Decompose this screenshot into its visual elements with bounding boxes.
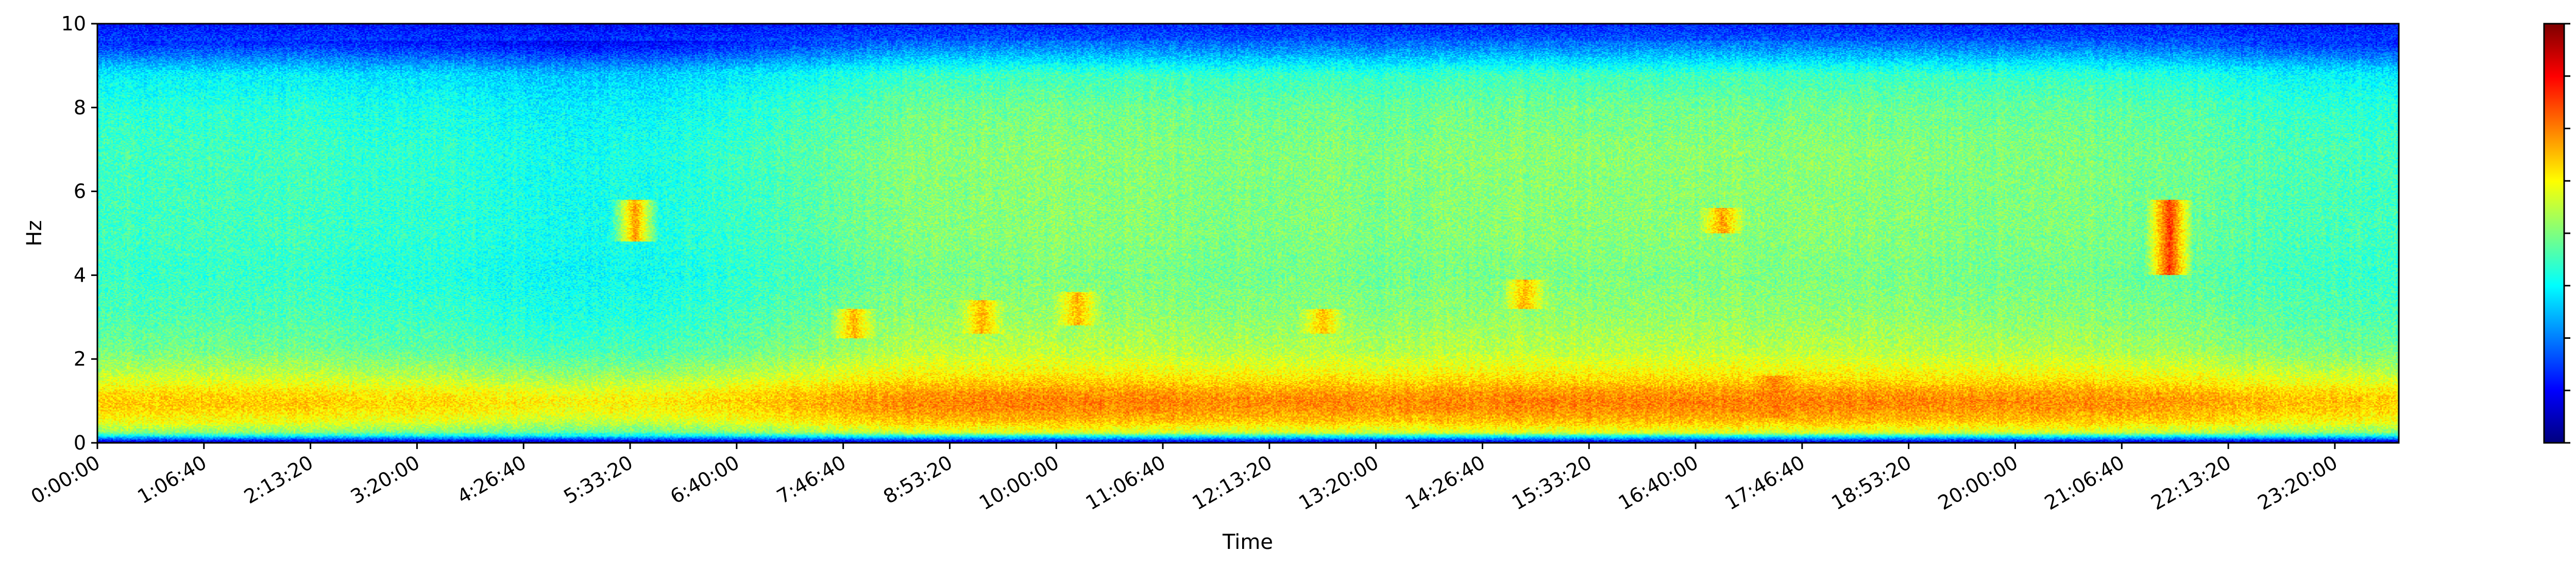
x-tick-label: 11:06:40 — [1082, 451, 1170, 514]
x-tick-label: 18:53:20 — [1827, 451, 1915, 514]
x-axis: 0:00:00 1:06:40 2:13:20 3:20:00 4:26:40 5:33:… — [27, 443, 2342, 514]
y-tick-label: 6 — [74, 180, 86, 203]
x-tick-label: 0:00:00 — [27, 451, 104, 508]
y-tick-label: 4 — [74, 264, 86, 286]
x-tick-label: 23:20:00 — [2254, 451, 2342, 514]
y-tick-label: 8 — [74, 96, 86, 119]
y-tick-label: 10 — [61, 12, 86, 35]
x-tick-label: 2:13:20 — [240, 451, 317, 508]
plot-frame — [96, 23, 2400, 444]
y-tick-label: 2 — [74, 348, 86, 370]
x-tick-label: 16:40:00 — [1615, 451, 1702, 514]
x-tick-label: 15:33:20 — [1508, 451, 1596, 514]
y-axis: 0 2 4 6 8 10 — [61, 12, 97, 454]
x-tick-label: 1:06:40 — [133, 451, 210, 508]
x-tick-label: 6:40:00 — [666, 451, 743, 508]
x-tick-label: 8:53:20 — [879, 451, 956, 508]
x-tick-label: 13:20:00 — [1295, 451, 1382, 514]
y-tick-label: 0 — [74, 432, 86, 454]
spectrogram-heatmap — [97, 24, 2399, 443]
x-tick-label: 7:46:40 — [773, 451, 850, 508]
x-tick-label: 4:26:40 — [453, 451, 530, 508]
colorbar-gradient — [2544, 24, 2564, 443]
colorbar — [2543, 23, 2565, 444]
colorbar-axis: +0 dB-10 dB-20 dB-30 dB-40 dB-50 dB-60 d… — [2564, 12, 2576, 454]
x-tick-label: 22:13:20 — [2147, 451, 2235, 514]
x-tick-label: 20:00:00 — [1934, 451, 2022, 514]
x-tick-label: 21:06:40 — [2041, 451, 2128, 514]
x-tick-label: 5:33:20 — [560, 451, 637, 508]
x-tick-label: 10:00:00 — [975, 451, 1063, 514]
x-tick-label: 14:26:40 — [1401, 451, 1489, 514]
x-axis-label: Time — [1222, 530, 1273, 554]
x-tick-label: 12:13:20 — [1189, 451, 1276, 514]
x-tick-label: 3:20:00 — [347, 451, 423, 508]
y-axis-label: Hz — [23, 220, 46, 246]
x-tick-label: 17:46:40 — [1721, 451, 1809, 514]
plot-area — [96, 23, 2400, 444]
